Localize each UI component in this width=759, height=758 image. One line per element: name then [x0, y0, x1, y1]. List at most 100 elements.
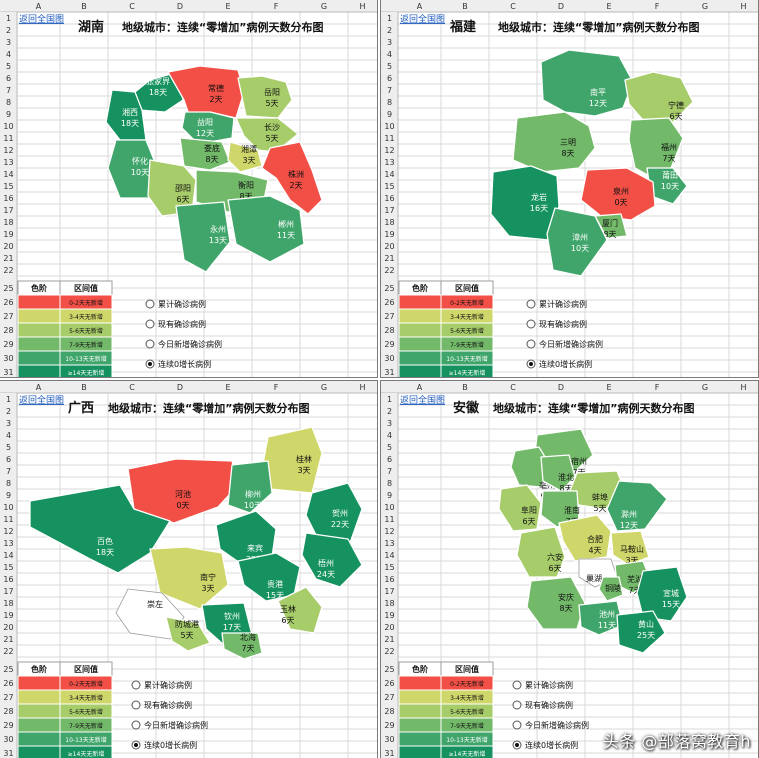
row-number[interactable]: 27 [384, 693, 394, 702]
row-number[interactable]: 25 [384, 665, 394, 674]
radio-option[interactable]: 累计确诊病例 [512, 680, 573, 690]
row-number[interactable]: 14 [3, 551, 13, 560]
radio-button[interactable] [512, 720, 522, 730]
row-number[interactable]: 30 [3, 354, 13, 363]
radio-option[interactable]: 累计确诊病例 [131, 680, 192, 690]
column-header-a[interactable]: A [417, 2, 423, 11]
column-header-e[interactable]: E [606, 2, 611, 11]
column-header-g[interactable]: G [321, 2, 327, 11]
column-header-a[interactable]: A [36, 2, 42, 11]
row-number[interactable]: 29 [3, 721, 13, 730]
row-number[interactable]: 31 [3, 368, 13, 377]
region-12[interactable] [165, 616, 211, 652]
region-13[interactable] [598, 576, 624, 602]
row-number[interactable]: 11 [3, 515, 13, 524]
row-number[interactable]: 1 [6, 395, 11, 404]
radio-option[interactable]: 现有确诊病例 [526, 319, 587, 329]
back-to-national-map-link[interactable]: 返回全国图 [19, 13, 64, 25]
radio-option[interactable]: 累计确诊病例 [145, 299, 206, 309]
row-number[interactable]: 28 [384, 326, 394, 335]
row-number[interactable]: 22 [384, 266, 394, 275]
back-to-national-map-link[interactable]: 返回全国图 [400, 394, 445, 406]
row-number[interactable]: 15 [3, 563, 13, 572]
back-to-national-map-link[interactable]: 返回全国图 [19, 394, 64, 406]
row-number[interactable]: 6 [6, 455, 11, 464]
radio-label[interactable]: 现有确诊病例 [144, 700, 192, 710]
column-header-h[interactable]: H [359, 2, 365, 11]
column-header-g[interactable]: G [702, 383, 708, 392]
row-number[interactable]: 31 [384, 368, 394, 377]
row-number[interactable]: 9 [6, 110, 11, 119]
row-number[interactable]: 25 [3, 665, 13, 674]
row-number[interactable]: 3 [387, 419, 392, 428]
radio-option[interactable]: 今日新增确诊病例 [145, 339, 222, 349]
row-number[interactable]: 16 [3, 194, 13, 203]
column-header-e[interactable]: E [225, 2, 230, 11]
row-number[interactable]: 31 [384, 749, 394, 758]
row-number[interactable]: 21 [3, 635, 13, 644]
region-3[interactable] [512, 111, 596, 173]
row-number[interactable]: 4 [387, 431, 392, 440]
row-number[interactable]: 26 [384, 298, 394, 307]
column-header-b[interactable]: B [462, 383, 468, 392]
row-number[interactable]: 28 [3, 326, 13, 335]
radio-option[interactable]: 现有确诊病例 [145, 319, 206, 329]
radio-option[interactable]: 连续0增长病例 [145, 359, 211, 369]
region-7[interactable] [606, 480, 668, 532]
row-number[interactable]: 27 [3, 693, 13, 702]
radio-option[interactable]: 现有确诊病例 [512, 700, 573, 710]
column-header-a[interactable]: A [36, 383, 42, 392]
row-number[interactable]: 9 [387, 491, 392, 500]
row-number[interactable]: 14 [384, 170, 394, 179]
row-number[interactable]: 18 [3, 218, 13, 227]
region-1[interactable] [540, 49, 634, 117]
row-number[interactable]: 7 [6, 86, 11, 95]
radio-button[interactable] [145, 319, 155, 329]
row-number[interactable]: 11 [384, 515, 394, 524]
column-header-g[interactable]: G [321, 383, 327, 392]
column-header-h[interactable]: H [740, 383, 746, 392]
region-9[interactable] [546, 207, 608, 277]
row-number[interactable]: 22 [3, 266, 13, 275]
row-number[interactable]: 7 [6, 467, 11, 476]
row-number[interactable]: 20 [384, 242, 394, 251]
row-number[interactable]: 26 [384, 679, 394, 688]
row-number[interactable]: 19 [384, 611, 394, 620]
row-number[interactable]: 19 [384, 230, 394, 239]
row-number[interactable]: 11 [384, 134, 394, 143]
row-number[interactable]: 20 [3, 242, 13, 251]
row-number[interactable]: 15 [3, 182, 13, 191]
column-header-c[interactable]: C [510, 2, 516, 11]
row-number[interactable]: 4 [6, 431, 11, 440]
column-header-a[interactable]: A [417, 383, 423, 392]
row-number[interactable]: 29 [384, 721, 394, 730]
column-header-h[interactable]: H [740, 2, 746, 11]
radio-label[interactable]: 连续0增长病例 [144, 740, 197, 750]
radio-button[interactable] [131, 720, 141, 730]
row-number[interactable]: 12 [3, 527, 13, 536]
column-header-h[interactable]: H [359, 383, 365, 392]
row-number[interactable]: 2 [6, 407, 11, 416]
region-5[interactable] [181, 111, 235, 145]
row-number[interactable]: 10 [384, 503, 394, 512]
region-14[interactable] [227, 195, 305, 263]
region-3[interactable] [227, 460, 273, 514]
row-number[interactable]: 17 [3, 206, 13, 215]
region-3[interactable] [237, 75, 293, 119]
region-15[interactable] [636, 566, 688, 622]
radio-label[interactable]: 累计确诊病例 [525, 680, 573, 690]
row-number[interactable]: 8 [6, 98, 11, 107]
radio-label[interactable]: 今日新增确诊病例 [158, 339, 222, 349]
radio-label[interactable]: 现有确诊病例 [539, 319, 587, 329]
row-number[interactable]: 11 [3, 134, 13, 143]
radio-button[interactable] [526, 299, 536, 309]
row-number[interactable]: 22 [384, 647, 394, 656]
row-number[interactable]: 13 [384, 539, 394, 548]
row-number[interactable]: 8 [387, 479, 392, 488]
row-number[interactable]: 2 [387, 26, 392, 35]
radio-label[interactable]: 累计确诊病例 [539, 299, 587, 309]
row-number[interactable]: 8 [387, 98, 392, 107]
row-number[interactable]: 6 [387, 455, 392, 464]
radio-label[interactable]: 连续0增长病例 [158, 359, 211, 369]
radio-option[interactable]: 今日新增确诊病例 [131, 720, 208, 730]
